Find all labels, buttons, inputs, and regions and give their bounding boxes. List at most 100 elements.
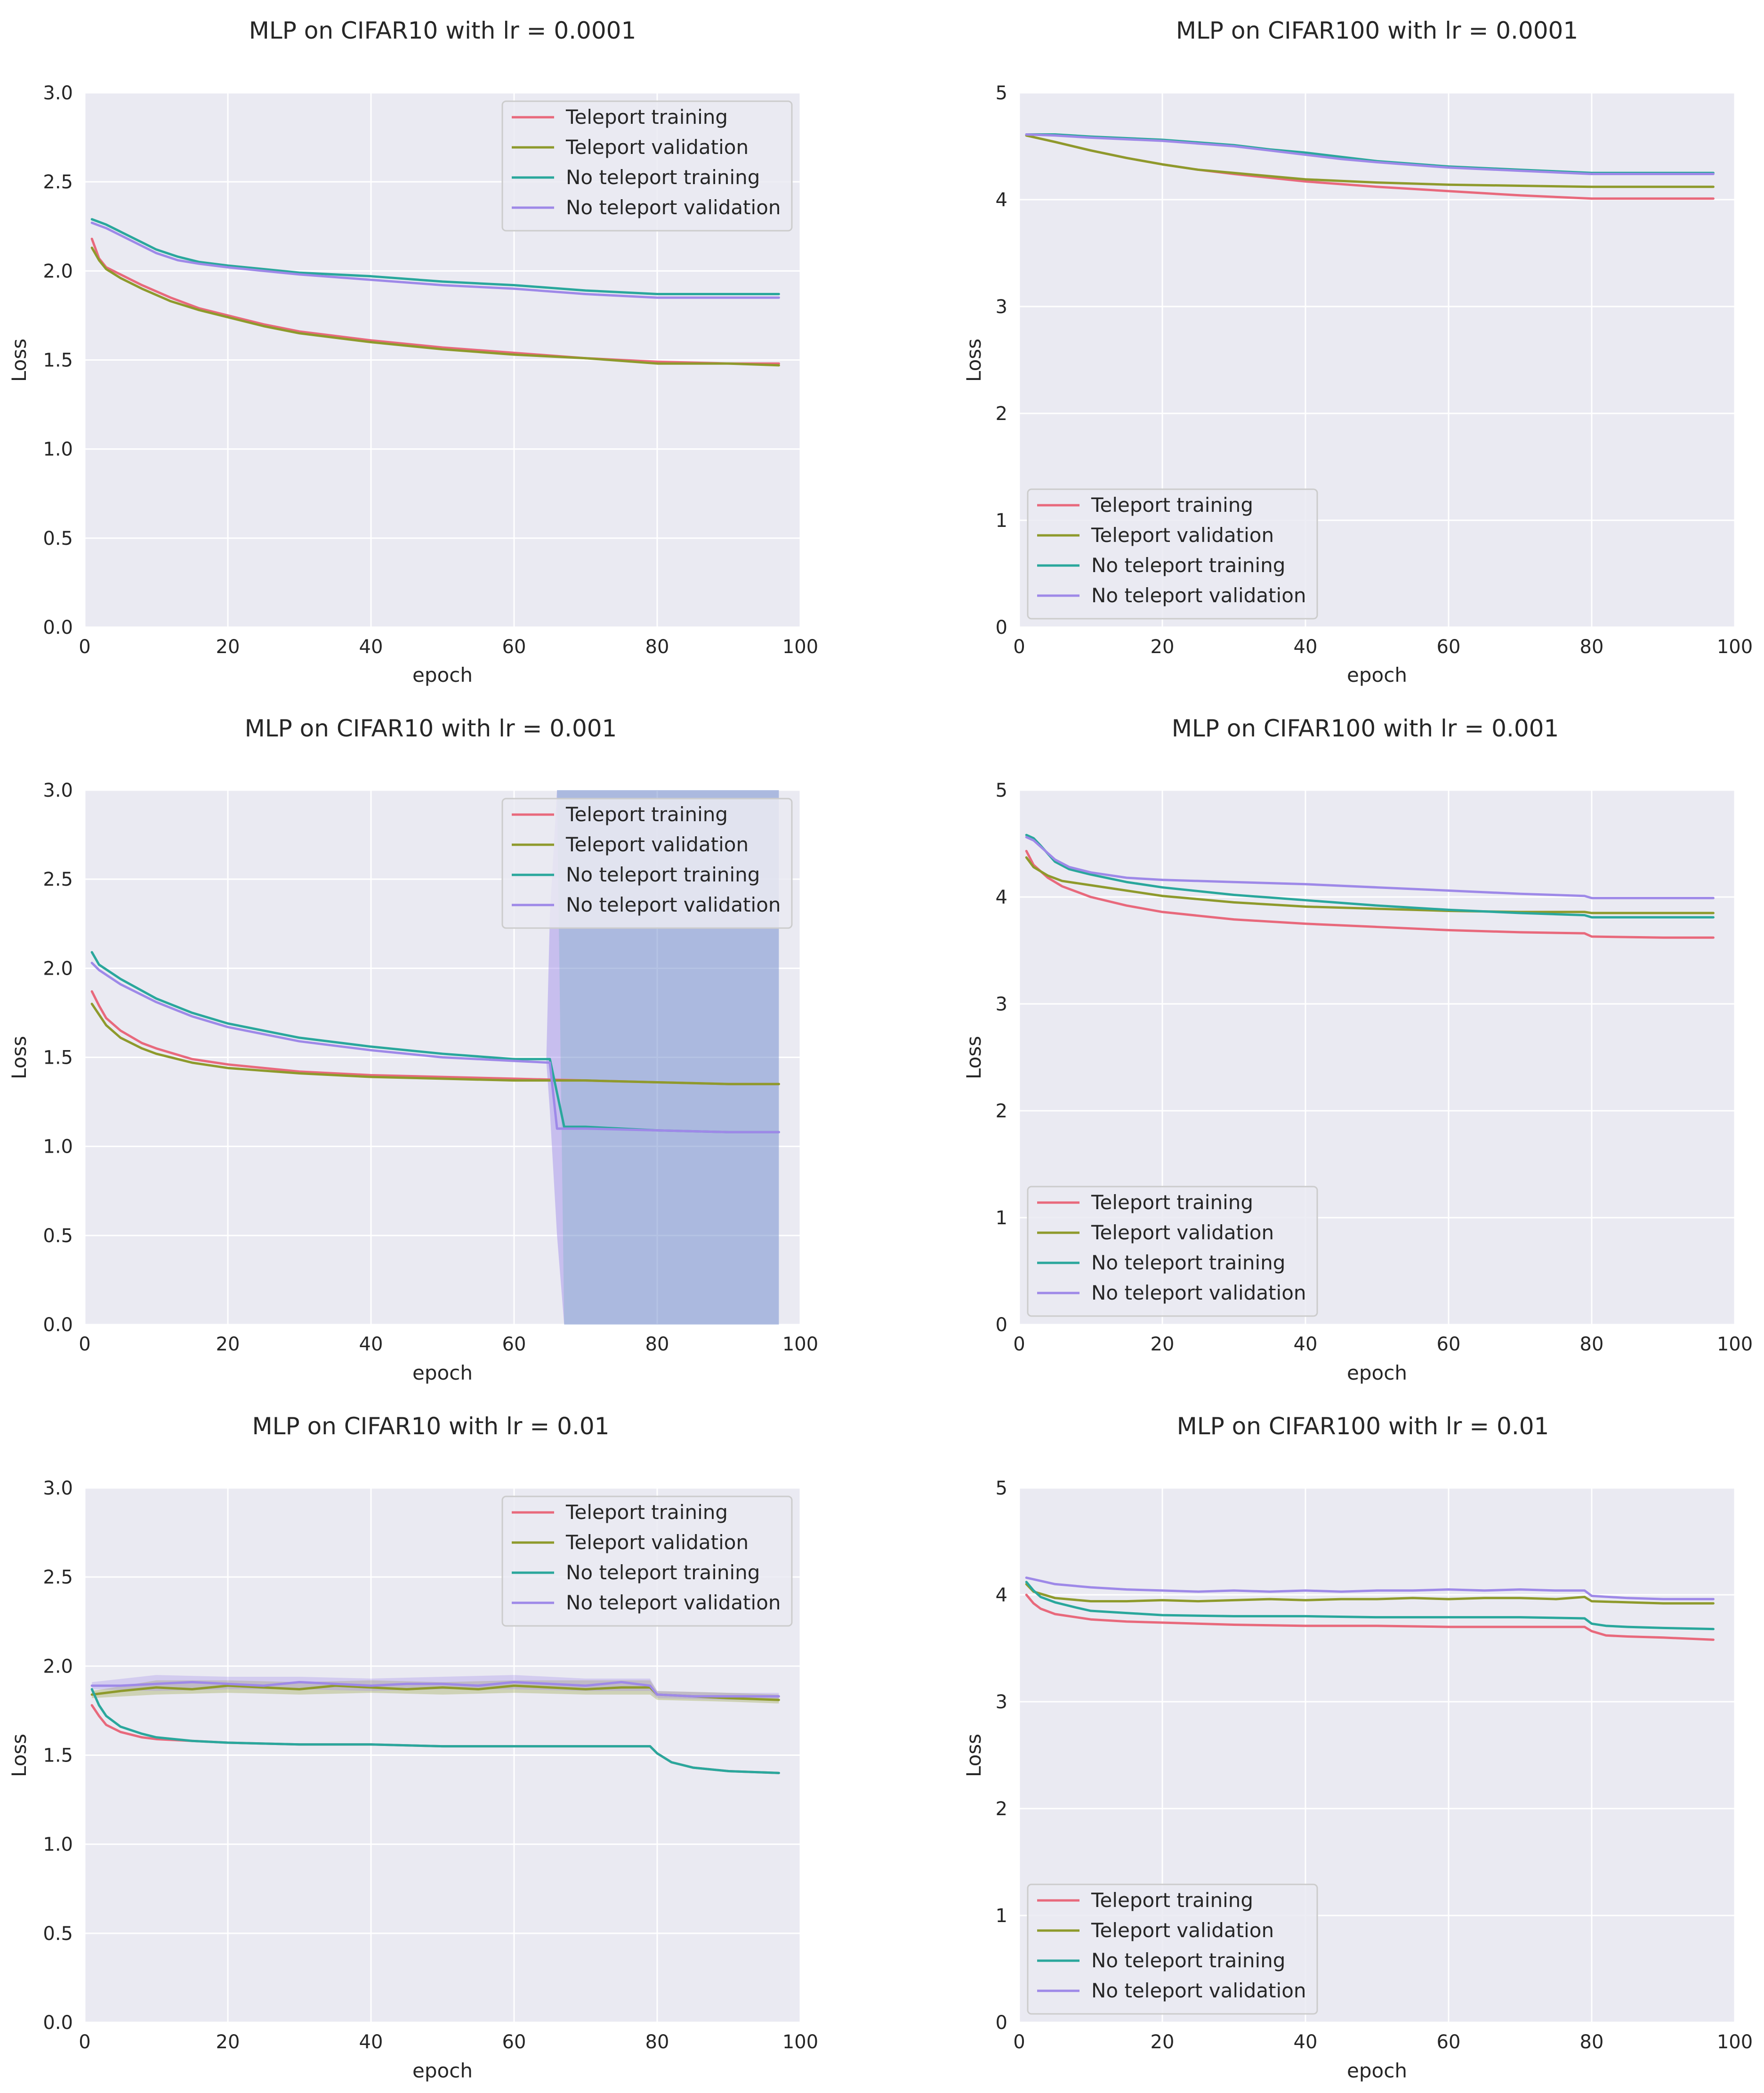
- x-tick-label: 20: [216, 636, 240, 658]
- series-lines: [1025, 833, 1715, 939]
- x-tick-label: 0: [1013, 2031, 1025, 2053]
- chart-title: MLP on CIFAR100 with lr = 0.0001: [1176, 17, 1578, 44]
- y-tick-label: 2.5: [43, 171, 73, 193]
- y-axis-label: Loss: [962, 1036, 985, 1079]
- y-tick-labels: 0.0 0.5 1.0 1.5 2.0 2.5 3.0: [43, 1478, 73, 2034]
- x-axis-label: epoch: [1347, 1361, 1407, 1384]
- no-teleport-training-line: [90, 1688, 780, 1774]
- x-tick-label: 100: [1717, 1333, 1753, 1355]
- legend-label: No teleport validation: [1091, 584, 1306, 607]
- no-teleport-training-line: [1025, 1581, 1715, 1631]
- subplot-cifar100-lr-0.0001: 0 20 40 60 80 100 0 1 2 3 4 5 MLP on CIFAR100 with…: [962, 17, 1753, 687]
- y-tick-label: 4: [996, 887, 1007, 908]
- x-tick-label: 100: [782, 2031, 818, 2053]
- legend: Teleport training Teleport validation No t…: [501, 798, 793, 929]
- legend-label: Teleport training: [565, 1501, 728, 1524]
- legend-label: No teleport training: [1091, 1251, 1285, 1274]
- x-tick-labels: 0 20 40 60 80 100: [1013, 1333, 1753, 1355]
- x-axis-label: epoch: [1347, 2059, 1407, 2082]
- no-teleport-training-line: [90, 218, 780, 296]
- no-teleport-validation-line: [90, 221, 780, 299]
- legend-label: No teleport training: [1091, 1949, 1285, 1972]
- legend: Teleport training Teleport validation No t…: [1027, 488, 1318, 620]
- y-axis-label: Loss: [8, 1734, 31, 1777]
- y-tick-label: 0: [996, 2012, 1007, 2034]
- x-axis-label: epoch: [412, 663, 473, 687]
- y-tick-label: 3.0: [43, 780, 73, 801]
- y-tick-label: 4: [996, 1584, 1007, 1606]
- y-axis-label: Loss: [8, 339, 31, 382]
- chart-title: MLP on CIFAR10 with lr = 0.01: [252, 1413, 610, 1440]
- y-tick-labels: 0 1 2 3 4 5: [996, 82, 1007, 638]
- x-tick-label: 40: [359, 636, 383, 658]
- teleport-validation-line: [1025, 856, 1715, 914]
- x-tick-label: 100: [782, 1333, 818, 1355]
- y-tick-label: 5: [996, 82, 1007, 104]
- x-tick-label: 60: [502, 2031, 526, 2053]
- grid: [1018, 1487, 1736, 2023]
- x-tick-label: 80: [1580, 636, 1604, 658]
- y-tick-label: 2.0: [43, 260, 73, 282]
- no-teleport-validation-line: [1025, 836, 1715, 899]
- legend-box: [1027, 488, 1318, 620]
- y-tick-label: 2: [996, 403, 1007, 425]
- y-tick-label: 5: [996, 1478, 1007, 1499]
- y-tick-label: 0.5: [43, 528, 73, 550]
- x-tick-label: 80: [645, 636, 669, 658]
- legend-label: Teleport validation: [565, 1531, 749, 1554]
- x-tick-labels: 0 20 40 60 80 100: [1013, 2031, 1753, 2053]
- legend-label: Teleport validation: [1091, 524, 1274, 547]
- y-tick-label: 1: [996, 1207, 1007, 1229]
- y-tick-label: 4: [996, 189, 1007, 211]
- legend-label: No teleport training: [566, 1561, 760, 1584]
- legend-label: Teleport validation: [1091, 1919, 1274, 1942]
- series-lines: [1025, 133, 1715, 200]
- y-tick-label: 0.5: [43, 1225, 73, 1247]
- series-lines: [90, 951, 780, 1133]
- subplot-cifar10-lr-0.01: 0 20 40 60 80 100 0.0 0.5 1.0 1.5 2.0 2.5 3.0 MLP o…: [8, 1413, 818, 2082]
- y-tick-label: 0: [996, 1314, 1007, 1336]
- x-tick-label: 40: [1294, 2031, 1318, 2053]
- legend-label: No teleport training: [566, 863, 760, 886]
- x-tick-label: 60: [1437, 1333, 1461, 1355]
- y-tick-label: 2.5: [43, 869, 73, 890]
- x-tick-label: 80: [1580, 1333, 1604, 1355]
- x-tick-label: 80: [1580, 2031, 1604, 2053]
- y-axis-label: Loss: [962, 1734, 985, 1777]
- y-tick-label: 3: [996, 296, 1007, 318]
- y-tick-labels: 0.0 0.5 1.0 1.5 2.0 2.5 3.0: [43, 82, 73, 638]
- x-tick-label: 20: [1151, 2031, 1175, 2053]
- legend-label: Teleport validation: [1091, 1221, 1274, 1244]
- x-tick-label: 0: [1013, 636, 1025, 658]
- subplot-cifar10-lr-0.001: 0 20 40 60 80 100 0.0 0.5 1.0 1.5 2.0 2.5 3.0 MLP o…: [8, 715, 818, 1384]
- subplot-cifar10-lr-0.0001: 0 20 40 60 80 100 0.0 0.5 1.0 1.5 2.0 2.5 3.0 MLP o…: [8, 17, 818, 687]
- no-teleport-validation-line: [1025, 133, 1715, 176]
- teleport-validation-line: [90, 246, 780, 367]
- x-tick-label: 80: [645, 1333, 669, 1355]
- legend-label: No teleport validation: [566, 196, 781, 219]
- y-tick-label: 3.0: [43, 1478, 73, 1499]
- subplot-cifar100-lr-0.001: 0 20 40 60 80 100 0 1 2 3 4 5 MLP on CIFAR100 with…: [962, 715, 1753, 1384]
- chart-title: MLP on CIFAR100 with lr = 0.001: [1172, 715, 1559, 742]
- x-tick-label: 100: [1717, 2031, 1753, 2053]
- x-tick-labels: 0 20 40 60 80 100: [79, 2031, 818, 2053]
- legend-box: [501, 798, 793, 929]
- subplot-cifar100-lr-0.01: 0 20 40 60 80 100 0 1 2 3 4 5 MLP on CIFAR100 with…: [962, 1413, 1753, 2082]
- x-tick-label: 0: [79, 636, 90, 658]
- y-axis-label: Loss: [8, 1036, 31, 1079]
- y-tick-label: 0.5: [43, 1923, 73, 1945]
- x-tick-label: 60: [502, 636, 526, 658]
- y-tick-label: 0.0: [43, 2012, 73, 2034]
- y-tick-label: 0.0: [43, 617, 73, 638]
- x-axis-label: epoch: [412, 2059, 473, 2082]
- y-tick-label: 1.0: [43, 1136, 73, 1158]
- y-tick-label: 1.5: [43, 1047, 73, 1069]
- y-tick-label: 1: [996, 510, 1007, 532]
- x-tick-label: 40: [359, 2031, 383, 2053]
- legend-label: Teleport validation: [565, 833, 749, 856]
- no-teleport-validation-line: [90, 1681, 780, 1698]
- y-tick-label: 2.0: [43, 958, 73, 979]
- y-tick-labels: 0.0 0.5 1.0 1.5 2.0 2.5 3.0: [43, 780, 73, 1336]
- no-teleport-validation-line: [90, 962, 780, 1133]
- x-tick-label: 20: [1151, 1333, 1175, 1355]
